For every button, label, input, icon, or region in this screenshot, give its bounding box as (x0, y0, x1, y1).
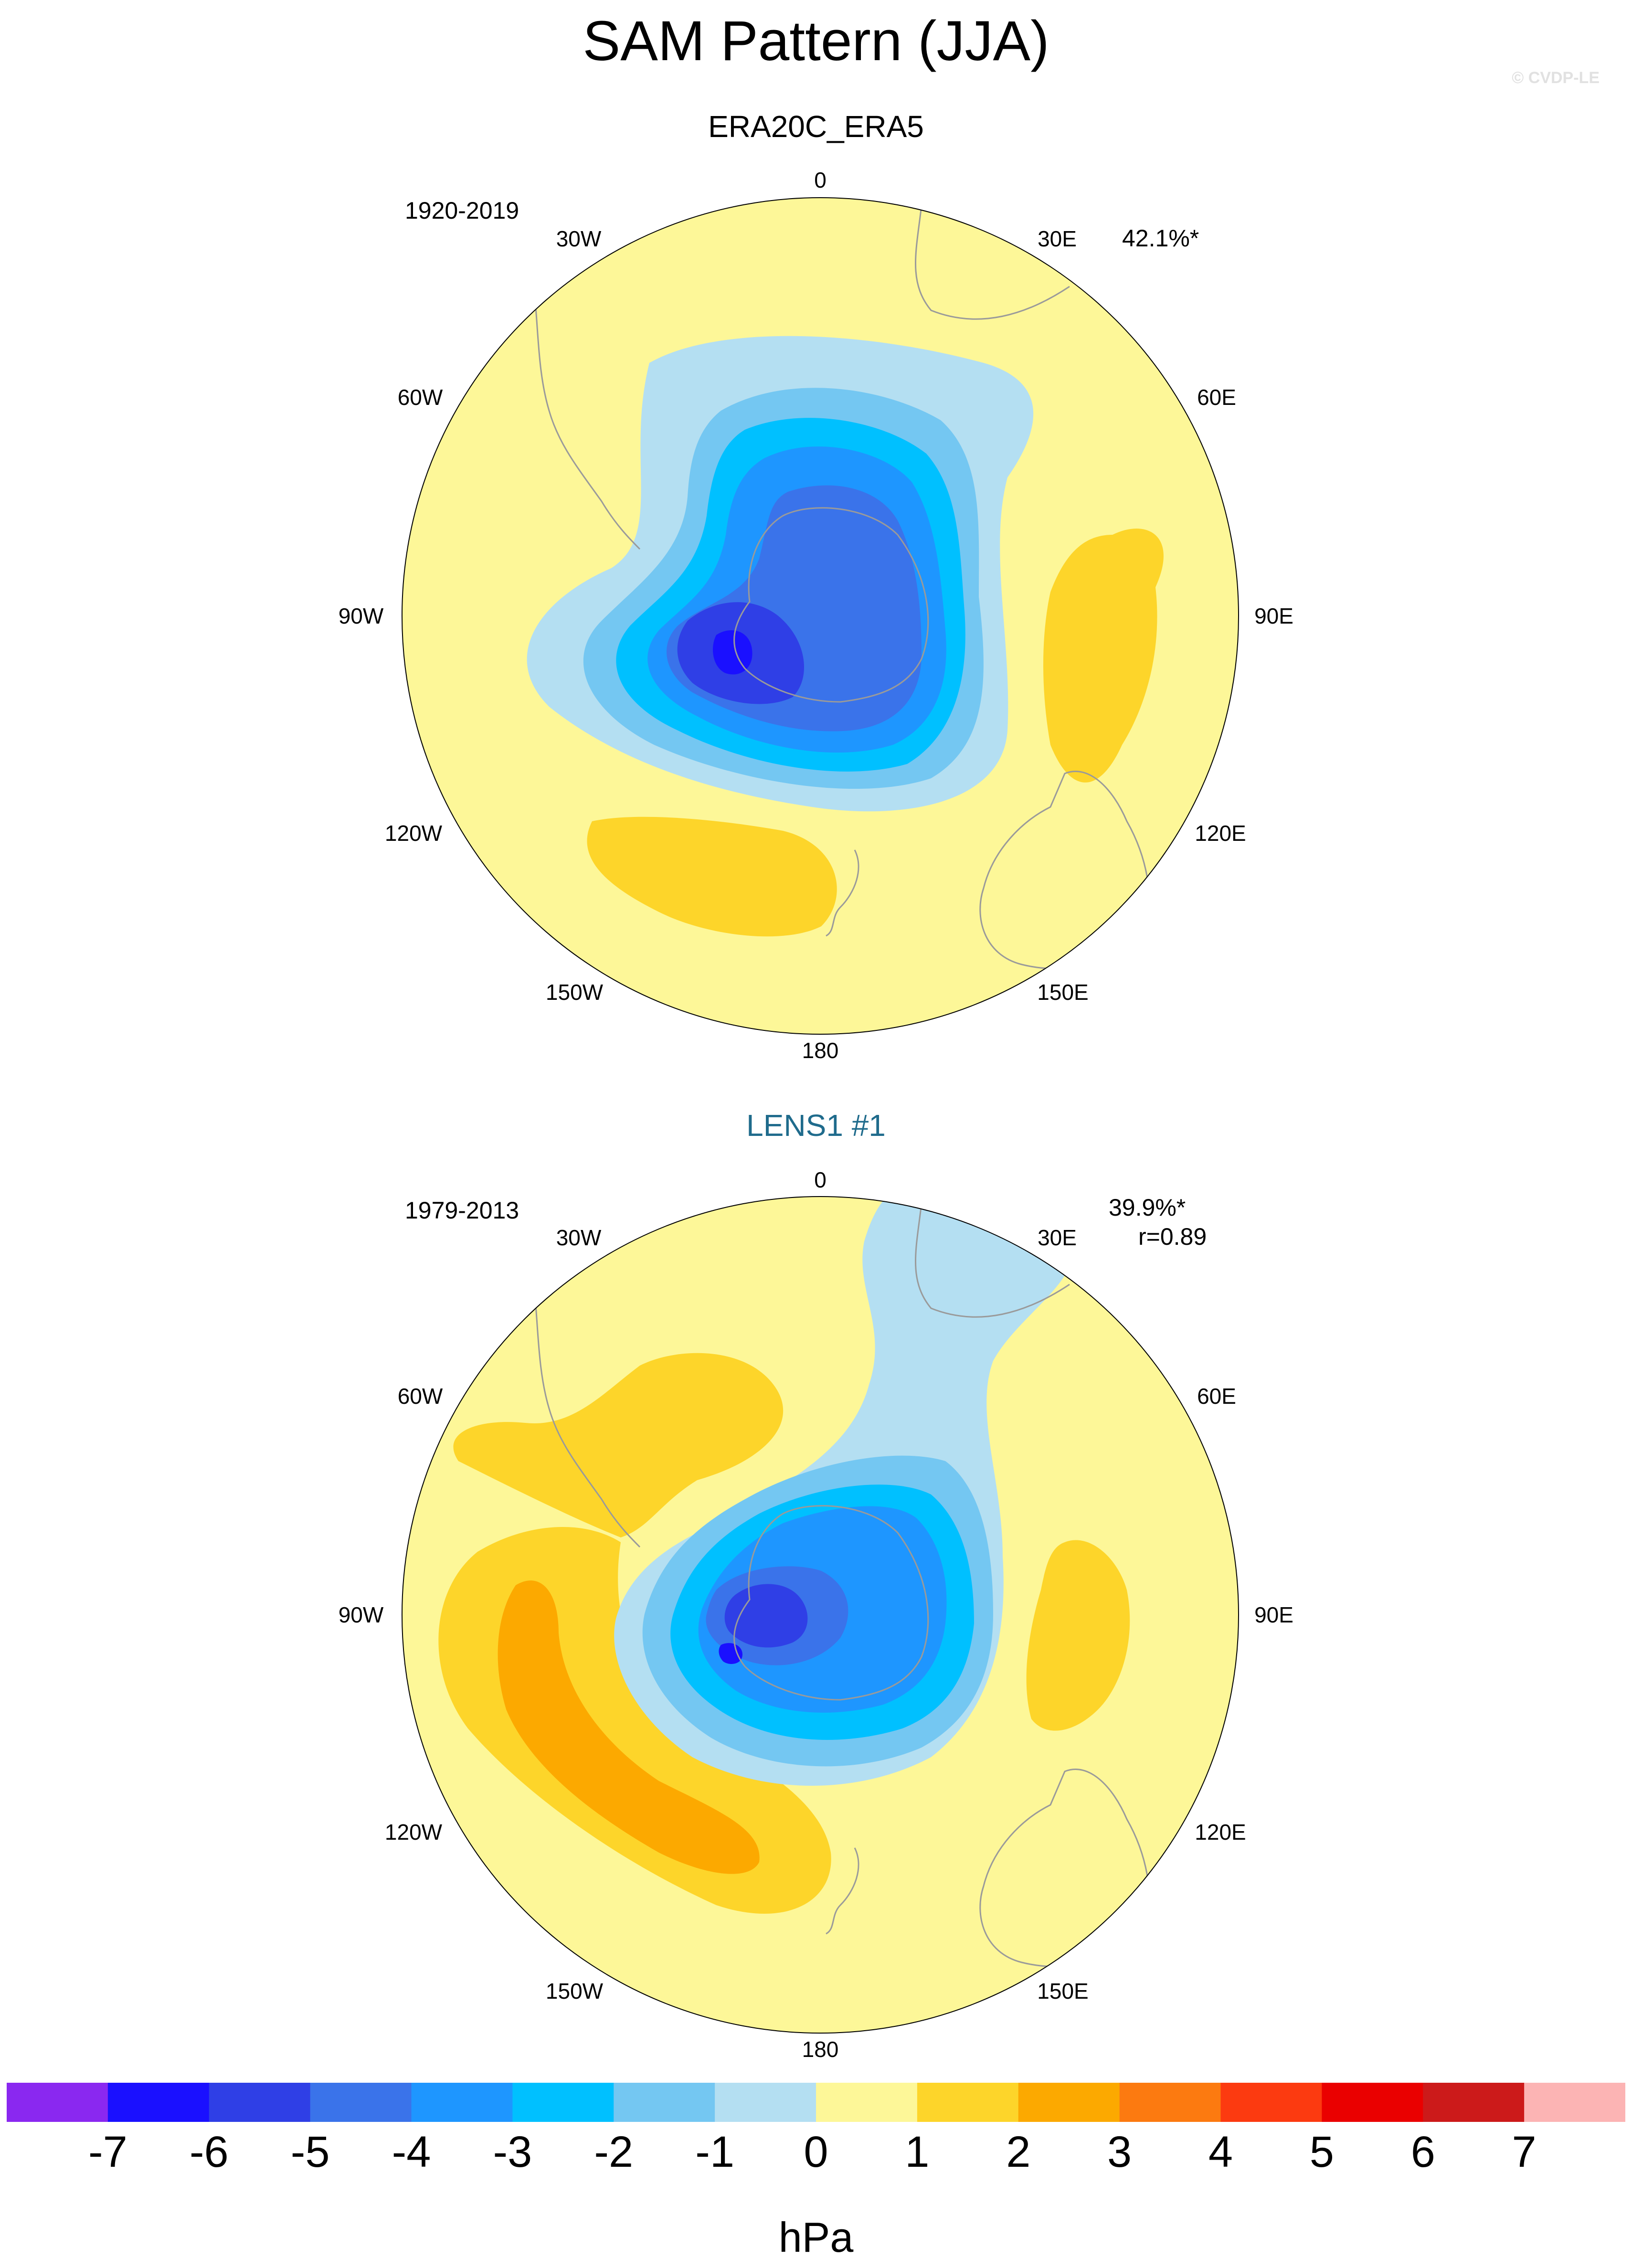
colorbar-tick-label: -6 (189, 2128, 229, 2176)
figure-title: SAM Pattern (JJA) (583, 10, 1049, 73)
panel2-anomaly-plus2 (498, 1580, 760, 1874)
colorbar-box (1322, 2083, 1423, 2122)
panel2-coast-south-america (529, 1265, 641, 1548)
panel2-period: 1979-2013 (405, 1197, 519, 1224)
colorbar-tick-label: 7 (1512, 2128, 1537, 2176)
colorbar-box (816, 2083, 918, 2122)
panel1-lon-label: 120E (1195, 821, 1246, 846)
panel1-positive-anomaly-east (1043, 528, 1164, 783)
colorbar-box (7, 2083, 108, 2122)
panel1-anomaly-minus7 (712, 630, 752, 675)
colorbar-box (1423, 2083, 1525, 2122)
colorbar-box (1018, 2083, 1120, 2122)
panel1-lon-label: 0 (814, 168, 827, 192)
colorbar-tick-label: 4 (1208, 2128, 1233, 2176)
colorbar-box (1524, 2083, 1625, 2122)
colorbar-tick-label: -4 (392, 2128, 431, 2176)
panel2-polar-map (402, 1196, 1239, 2034)
colorbar-box (512, 2083, 614, 2122)
panel2-coast-antarctica (733, 1505, 929, 1701)
panel1-title: ERA20C_ERA5 (708, 109, 924, 144)
panel2-lon-label: 0 (814, 1167, 827, 1192)
panel1-lon-label: 150W (545, 980, 604, 1005)
colorbar (7, 2083, 1625, 2122)
colorbar-tick-label: 6 (1410, 2128, 1435, 2176)
panel1-lon-label: 90E (1254, 604, 1293, 628)
colorbar-tick-label: -2 (594, 2128, 634, 2176)
colorbar-tick-label: -1 (695, 2128, 734, 2176)
panel1-lon-label: 60W (397, 385, 443, 410)
colorbar-tick-label: -3 (493, 2128, 532, 2176)
panel2-lon-label: 180 (802, 2037, 839, 2062)
panel1-lon-label: 150E (1037, 980, 1089, 1005)
panel1-variance: 42.1%* (1122, 225, 1199, 252)
panel1-lon-label: 30E (1038, 226, 1077, 251)
colorbar-units: hPa (778, 2214, 854, 2261)
panel2-anomaly-minus6 (724, 1584, 808, 1648)
panel1-polar-map (402, 197, 1239, 1035)
panel2-correlation: r=0.89 (1138, 1223, 1207, 1250)
panel2-lon-label: 120E (1195, 1820, 1246, 1844)
colorbar-box (1220, 2083, 1322, 2122)
colorbar-tick-label: -5 (290, 2128, 330, 2176)
panel2-coast-new-zealand (826, 1847, 859, 1935)
panel2-lon-label: 30E (1038, 1225, 1077, 1250)
panel2-variance: 39.9%* (1109, 1194, 1186, 1221)
panel2-lon-label: 60E (1197, 1384, 1236, 1409)
panel2-coast-africa (915, 1203, 1070, 1318)
panel2-positive-anomaly-northwest (453, 1353, 784, 1537)
panel2-lon-label: 150W (545, 1979, 604, 2003)
panel1-coast-new-zealand (826, 849, 859, 937)
panel1-lon-label: 180 (802, 1038, 839, 1063)
panel2-lon-label: 90W (338, 1602, 384, 1627)
panel1-period: 1920-2019 (405, 197, 519, 224)
panel1-lon-label: 90W (338, 604, 384, 628)
colorbar-box (614, 2083, 715, 2122)
panel2-map-border (402, 1196, 1239, 2034)
panel2-positive-anomaly-east (1026, 1540, 1130, 1731)
colorbar-tick-label: 3 (1107, 2128, 1132, 2176)
panel2-lon-label: 90E (1254, 1602, 1293, 1627)
panel2-lon-label: 60W (397, 1384, 443, 1409)
panel1-coast-africa (915, 205, 1070, 320)
panel1-lon-label: 60E (1197, 385, 1236, 410)
panel1-positive-anomaly-south (587, 816, 837, 937)
copyright-label: © CVDP-LE (1512, 69, 1600, 87)
colorbar-box (1119, 2083, 1221, 2122)
panel2-lon-label: 120W (384, 1820, 443, 1844)
panel1-lon-label: 120W (384, 821, 443, 846)
panel2-lon-label: 30W (556, 1225, 602, 1250)
colorbar-box (411, 2083, 513, 2122)
panel2-lon-label: 150E (1037, 1979, 1089, 2003)
panel1-coast-south-america (529, 267, 641, 550)
colorbar-tick-label: 0 (804, 2128, 828, 2176)
colorbar-tick-label: 1 (905, 2128, 930, 2176)
panel1-lon-label: 30W (556, 226, 602, 251)
colorbar-box (209, 2083, 311, 2122)
colorbar-box (715, 2083, 816, 2122)
panel2-anomaly-minus7 (719, 1643, 742, 1664)
panel1-map-border (402, 197, 1239, 1035)
colorbar-box (107, 2083, 210, 2122)
panel1-coast-antarctica (733, 507, 929, 703)
panel2-title: LENS1 #1 (746, 1108, 886, 1143)
colorbar-box (310, 2083, 412, 2122)
colorbar-tick-label: -7 (88, 2128, 127, 2176)
colorbar-tick-label: 5 (1309, 2128, 1334, 2176)
colorbar-box (917, 2083, 1019, 2122)
colorbar-tick-label: 2 (1006, 2128, 1031, 2176)
